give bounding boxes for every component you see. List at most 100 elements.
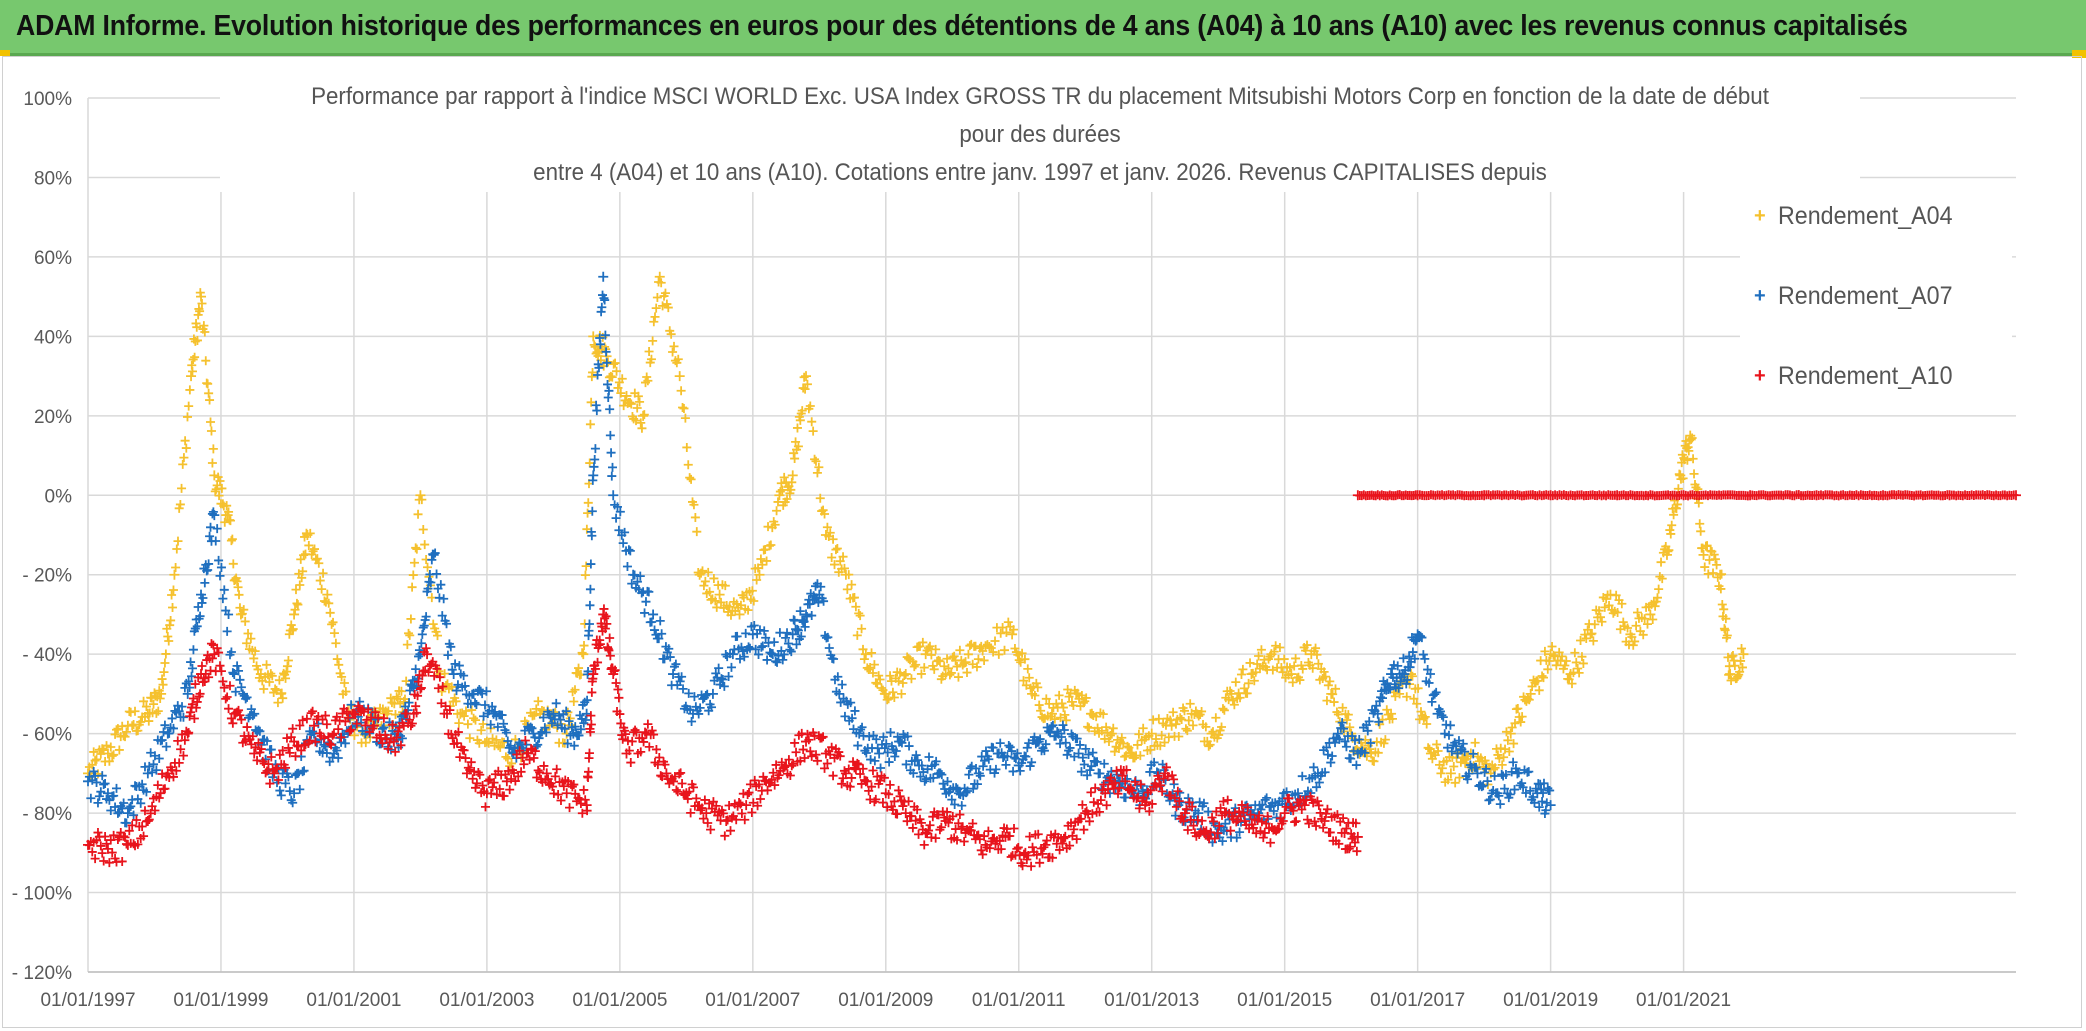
data-point xyxy=(486,789,496,799)
data-point xyxy=(686,474,696,484)
data-point xyxy=(1122,765,1132,775)
data-point xyxy=(1651,597,1661,607)
data-point xyxy=(1278,667,1288,677)
data-point xyxy=(613,684,623,694)
data-point xyxy=(1159,774,1169,784)
data-point xyxy=(1450,778,1460,788)
data-point xyxy=(686,808,696,818)
data-point xyxy=(951,783,961,793)
data-point xyxy=(772,657,782,667)
data-point xyxy=(906,811,916,821)
data-point xyxy=(87,847,97,857)
data-point xyxy=(1185,699,1195,709)
data-point xyxy=(470,698,480,708)
data-point xyxy=(1571,657,1581,667)
data-point xyxy=(871,734,881,744)
data-point xyxy=(1135,751,1145,761)
data-point xyxy=(204,388,214,398)
data-point xyxy=(1086,787,1096,797)
data-point xyxy=(756,554,766,564)
data-point xyxy=(952,835,962,845)
data-point xyxy=(1719,604,1729,614)
data-point xyxy=(635,397,645,407)
data-point xyxy=(1138,723,1148,733)
data-point xyxy=(912,805,922,815)
data-point xyxy=(793,626,803,636)
data-point xyxy=(924,826,934,836)
data-point xyxy=(190,679,200,689)
data-point xyxy=(1374,717,1384,727)
data-point xyxy=(802,729,812,739)
data-point xyxy=(1177,714,1187,724)
data-point xyxy=(1023,850,1033,860)
data-point xyxy=(790,738,800,748)
data-point xyxy=(192,697,202,707)
data-point xyxy=(1684,446,1694,456)
data-point xyxy=(587,506,597,516)
data-point xyxy=(432,664,442,674)
data-point xyxy=(833,672,843,682)
data-point xyxy=(1304,819,1314,829)
data-point xyxy=(92,777,102,787)
data-point xyxy=(1332,728,1343,739)
data-point xyxy=(1094,807,1104,817)
data-point xyxy=(1545,800,1556,811)
data-point xyxy=(295,580,305,590)
data-point xyxy=(909,662,919,672)
data-point xyxy=(447,682,457,692)
data-point xyxy=(413,691,423,701)
data-point xyxy=(293,600,303,610)
legend-label-a07: Rendement_A07 xyxy=(1778,282,1953,310)
data-point xyxy=(1320,767,1330,777)
data-point xyxy=(96,787,106,797)
data-point xyxy=(161,742,171,752)
data-point xyxy=(1013,842,1023,852)
data-point xyxy=(407,718,417,728)
data-point xyxy=(574,663,584,673)
data-point xyxy=(360,720,370,730)
data-point xyxy=(614,693,624,703)
data-point xyxy=(1590,619,1600,629)
data-point xyxy=(925,641,935,651)
data-point xyxy=(142,816,153,827)
data-point xyxy=(648,336,658,346)
data-point xyxy=(1245,658,1255,668)
data-point xyxy=(743,605,753,615)
data-point xyxy=(973,830,983,840)
data-point xyxy=(660,760,670,770)
data-point xyxy=(779,472,789,482)
data-point xyxy=(1050,714,1060,724)
data-point xyxy=(1214,730,1224,740)
data-point xyxy=(690,512,700,522)
data-point xyxy=(740,815,750,825)
data-point xyxy=(774,770,784,780)
data-point xyxy=(978,761,988,771)
data-point xyxy=(276,790,286,800)
series-rendement-a10-plateau- xyxy=(1352,490,2021,501)
data-point xyxy=(333,724,343,734)
data-point xyxy=(1205,740,1215,750)
data-point xyxy=(1092,757,1102,767)
data-point xyxy=(1573,664,1583,674)
data-point xyxy=(790,454,800,464)
data-point xyxy=(851,602,861,612)
data-point xyxy=(1012,748,1022,758)
data-point xyxy=(1382,705,1392,715)
data-point xyxy=(798,745,808,755)
data-point xyxy=(122,808,133,819)
data-point xyxy=(329,628,339,638)
data-point xyxy=(1345,722,1355,732)
data-point xyxy=(1430,689,1440,699)
data-point xyxy=(256,744,266,754)
data-point xyxy=(1072,834,1082,844)
data-point xyxy=(234,705,244,715)
data-point xyxy=(998,622,1008,632)
data-point xyxy=(947,795,957,805)
data-point xyxy=(239,605,249,615)
data-point xyxy=(1344,844,1354,854)
data-point xyxy=(799,617,809,627)
data-point xyxy=(149,699,159,709)
data-point xyxy=(1297,771,1307,781)
data-point xyxy=(643,719,653,729)
data-point xyxy=(1057,732,1066,742)
